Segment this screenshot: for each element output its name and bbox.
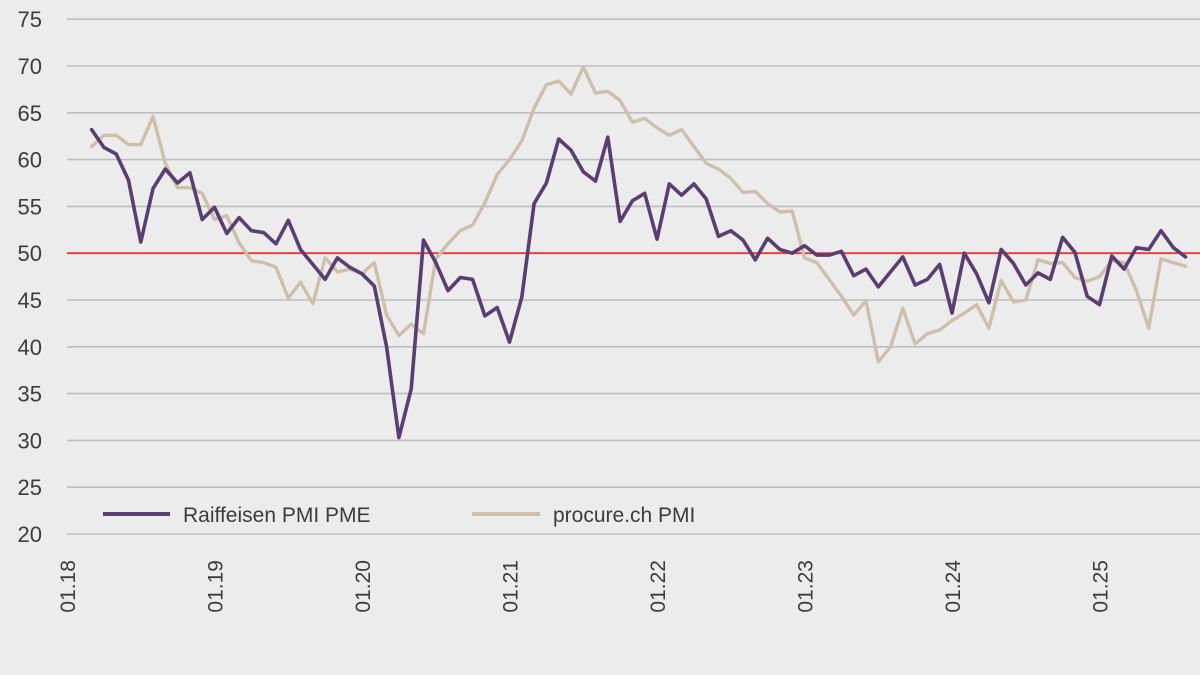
y-tick-label: 50 xyxy=(18,241,42,266)
x-tick-label: 01.19 xyxy=(205,560,228,613)
y-tick-label: 20 xyxy=(18,522,42,547)
x-axis-tick-labels: 01.18 01.19 01.20 01.21 01.22 01.23 01.24 01.25 xyxy=(57,560,1113,613)
y-axis-tick-labels: 20 25 30 35 40 45 50 55 60 65 70 75 xyxy=(18,7,42,547)
y-tick-label: 75 xyxy=(18,7,42,32)
y-tick-label: 35 xyxy=(18,382,42,407)
grid-lines xyxy=(67,18,1200,535)
y-tick-label: 65 xyxy=(18,101,42,126)
legend-label-procure: procure.ch PMI xyxy=(553,504,695,527)
series-line-procure xyxy=(89,65,1188,364)
series-points-raiffeisen xyxy=(91,129,1186,438)
x-tick-label: 01.24 xyxy=(942,560,965,613)
y-tick-label: 40 xyxy=(18,335,42,360)
y-tick-label: 70 xyxy=(18,54,42,79)
series-layer xyxy=(89,65,1188,440)
x-tick-label: 01.18 xyxy=(57,560,80,613)
y-tick-label: 55 xyxy=(18,194,42,219)
series-points-procure xyxy=(91,66,1186,362)
y-tick-label: 60 xyxy=(18,148,42,173)
series-line-raiffeisen xyxy=(89,127,1188,440)
y-tick-label: 45 xyxy=(18,288,42,313)
y-tick-label: 25 xyxy=(18,475,42,500)
x-tick-label: 01.20 xyxy=(352,560,375,613)
y-tick-label: 30 xyxy=(18,428,42,453)
x-tick-label: 01.25 xyxy=(1090,560,1113,613)
x-tick-label: 01.21 xyxy=(500,560,523,613)
legend-label-raiffeisen: Raiffeisen PMI PME xyxy=(183,504,371,527)
x-tick-label: 01.22 xyxy=(647,560,670,613)
legend: Raiffeisen PMI PME procure.ch PMI xyxy=(103,504,695,527)
x-tick-label: 01.23 xyxy=(795,560,818,613)
